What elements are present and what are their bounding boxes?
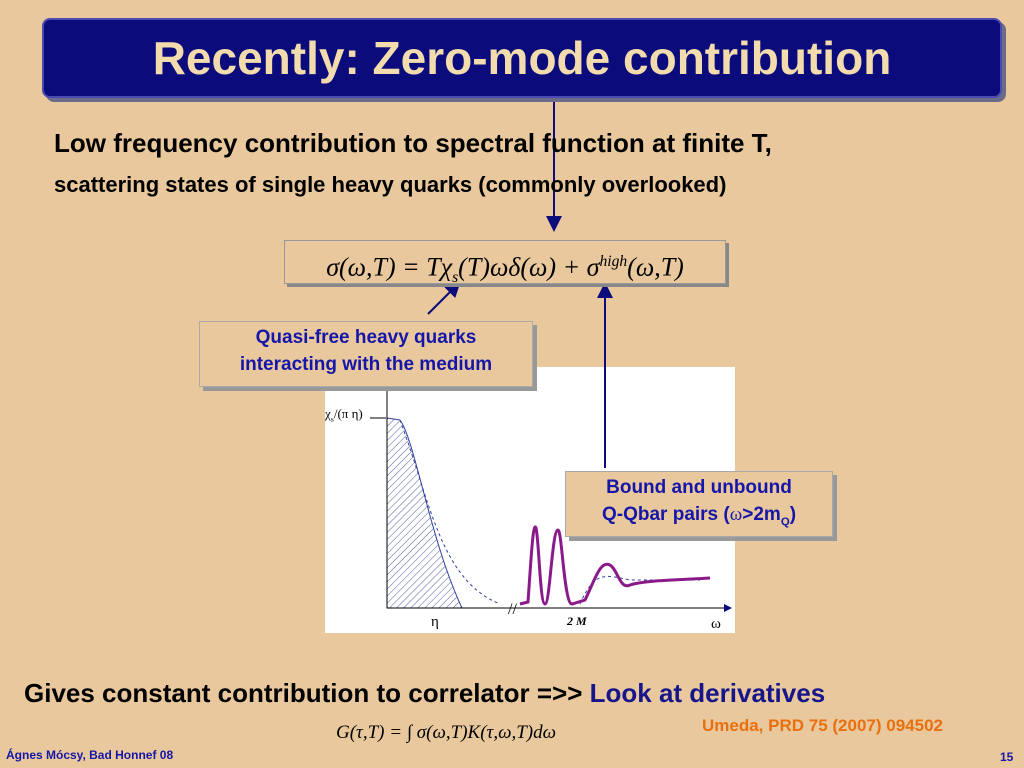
symbol: ω (729, 504, 743, 525)
callout: Quasi-free heavy quarks interacting with … (199, 321, 533, 387)
formula-sup: high (599, 253, 628, 270)
reference: Umeda, PRD 75 (2007) 094502 (702, 716, 943, 735)
callout-line: Bound and unbound (606, 477, 792, 498)
text: >2m (742, 504, 781, 525)
footer-author: Ágnes Mócsy, Bad Honnef 08 (6, 748, 174, 762)
callout: Bound and unbound Q-Qbar pairs (ω>2mQ) (565, 471, 833, 537)
plot-label: ω (711, 616, 721, 632)
plot-label: 2 M (567, 614, 587, 628)
formula-part: (ω,T) (627, 252, 684, 282)
text: ) (789, 504, 797, 525)
formula-sub: s (452, 268, 459, 286)
link-text: Look at derivatives (589, 678, 826, 708)
text: Gives constant contribution to correlato… (24, 678, 583, 708)
intro-line: Low frequency contribution to spectral f… (54, 128, 772, 158)
conclusion: Gives constant contribution to correlato… (24, 678, 825, 709)
shaded-area (386, 417, 463, 609)
text: /(π η) (333, 406, 363, 421)
arrow (427, 281, 461, 315)
text: Q-Qbar pairs ( (601, 504, 730, 525)
subscript: s (330, 414, 334, 424)
page-number: 15 (1000, 750, 1014, 764)
formula-part: σ(ω,T) = Tχ (326, 252, 453, 282)
callout-line: Quasi-free heavy quarks (255, 327, 477, 348)
formula: σ(ω,T) = Tχs(T)ωδ(ω) + σhigh(ω,T) (284, 240, 726, 286)
dashed-curve (579, 575, 700, 605)
formula: G(τ,T) = ∫ σ(ω,T)K(τ,ω,T)dω (336, 722, 557, 743)
text: χ (325, 406, 331, 421)
plot-label: η (431, 614, 439, 630)
callout-line: Q-Qbar pairs (ω>2mQ) (566, 501, 832, 536)
callout-line: interacting with the medium (239, 354, 493, 375)
spectral-curve (519, 525, 711, 606)
title: Recently: Zero-mode contribution (42, 18, 1002, 98)
axis-break: // (508, 601, 517, 618)
plot-label: χs/(π η) (325, 406, 363, 424)
dashed-curve (399, 419, 501, 605)
formula-part: (T)ωδ(ω) + σ (458, 252, 600, 282)
subscript: Q (780, 515, 790, 528)
intro-line: scattering states of single heavy quarks… (54, 172, 727, 197)
